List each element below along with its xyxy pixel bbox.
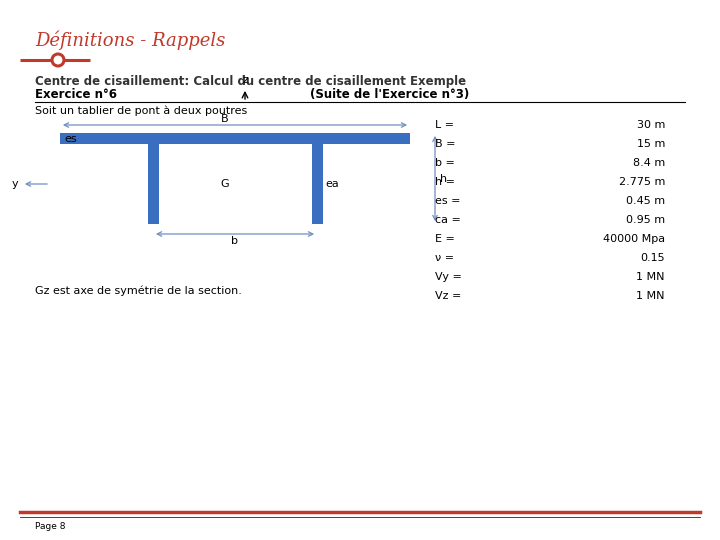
Text: ν =: ν =	[435, 253, 454, 263]
Text: L =: L =	[435, 120, 454, 130]
Text: 40000 Mpa: 40000 Mpa	[603, 234, 665, 244]
Text: ea: ea	[325, 179, 339, 189]
Text: 15 m: 15 m	[636, 139, 665, 149]
Text: 1 MN: 1 MN	[636, 291, 665, 301]
Text: ca =: ca =	[435, 215, 461, 225]
Text: es =: es =	[435, 196, 461, 206]
Text: Gz est axe de symétrie de la section.: Gz est axe de symétrie de la section.	[35, 285, 242, 295]
Text: y: y	[12, 179, 18, 189]
Bar	[148, 144, 158, 224]
Bar	[60, 133, 410, 144]
Text: 30 m: 30 m	[636, 120, 665, 130]
Text: b =: b =	[435, 158, 455, 168]
Text: (Suite de l'Exercice n°3): (Suite de l'Exercice n°3)	[310, 88, 469, 101]
Text: 0.45 m: 0.45 m	[626, 196, 665, 206]
Text: Centre de cisaillement: Calcul du centre de cisaillement Exemple: Centre de cisaillement: Calcul du centre…	[35, 75, 466, 88]
Text: Page 8: Page 8	[35, 522, 66, 531]
Text: 2.775 m: 2.775 m	[618, 177, 665, 187]
Text: Vz =: Vz =	[435, 291, 462, 301]
Text: E =: E =	[435, 234, 455, 244]
Text: B: B	[221, 114, 229, 124]
Bar	[312, 144, 323, 224]
Text: Définitions - Rappels: Définitions - Rappels	[35, 30, 225, 50]
Text: Vy =: Vy =	[435, 272, 462, 282]
Text: z: z	[242, 75, 248, 85]
Text: 0.15: 0.15	[640, 253, 665, 263]
Text: 8.4 m: 8.4 m	[633, 158, 665, 168]
Text: 1 MN: 1 MN	[636, 272, 665, 282]
Text: 0.95 m: 0.95 m	[626, 215, 665, 225]
Text: es: es	[64, 133, 76, 144]
Text: G: G	[220, 179, 229, 189]
Text: h =: h =	[435, 177, 455, 187]
Text: b: b	[232, 236, 238, 246]
Text: Exercice n°6: Exercice n°6	[35, 88, 117, 101]
Text: Soit un tablier de pont à deux poutres: Soit un tablier de pont à deux poutres	[35, 106, 247, 117]
Text: B =: B =	[435, 139, 456, 149]
Text: h: h	[440, 173, 447, 184]
